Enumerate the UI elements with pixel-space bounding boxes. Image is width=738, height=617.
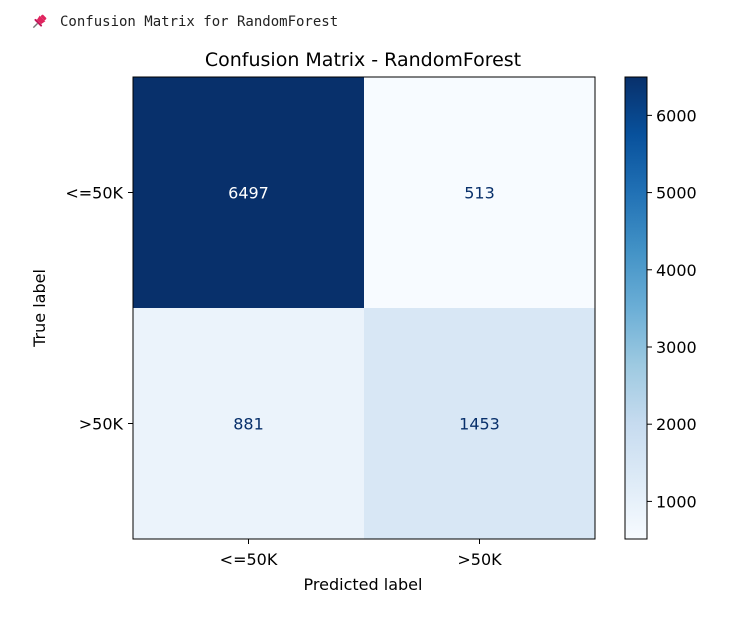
heatmap-cell — [133, 308, 364, 539]
colorbar-tick-label: 2000 — [656, 415, 697, 434]
y-axis-label: True label — [30, 269, 49, 348]
output-header-text: Confusion Matrix for RandomForest — [60, 14, 339, 30]
colorbar-tick-label: 5000 — [656, 184, 697, 203]
cell-value-label: 881 — [233, 415, 264, 434]
y-axis: <=50K >50K — [65, 184, 133, 434]
heatmap-cell — [364, 308, 595, 539]
colorbar-tick-label: 4000 — [656, 261, 697, 280]
x-tick-label: >50K — [457, 550, 502, 569]
y-tick-label: <=50K — [65, 184, 123, 203]
heatmap-cell — [133, 77, 364, 308]
colorbar-tick-label: 6000 — [656, 106, 697, 125]
x-axis-label: Predicted label — [304, 575, 423, 594]
output-header: Confusion Matrix for RandomForest — [30, 12, 338, 32]
colorbar-tick-label: 3000 — [656, 338, 697, 357]
cell-value-label: 513 — [464, 184, 495, 203]
heatmap-cells: 6497 513 881 1453 — [132, 76, 596, 540]
plot-frame — [132, 76, 596, 540]
y-tick-label: >50K — [79, 415, 124, 434]
x-axis: <=50K >50K — [220, 539, 502, 569]
colorbar: 1000 2000 3000 4000 5000 6000 — [624, 76, 697, 540]
x-tick-label: <=50K — [220, 550, 278, 569]
cell-value-label: 1453 — [459, 415, 500, 434]
heatmap-cell — [364, 77, 595, 308]
cell-value-label: 6497 — [228, 184, 269, 203]
pushpin-icon — [30, 13, 48, 31]
colorbar-tick-label: 1000 — [656, 492, 697, 511]
chart-title: Confusion Matrix - RandomForest — [205, 49, 521, 71]
colorbar-gradient — [624, 76, 648, 540]
